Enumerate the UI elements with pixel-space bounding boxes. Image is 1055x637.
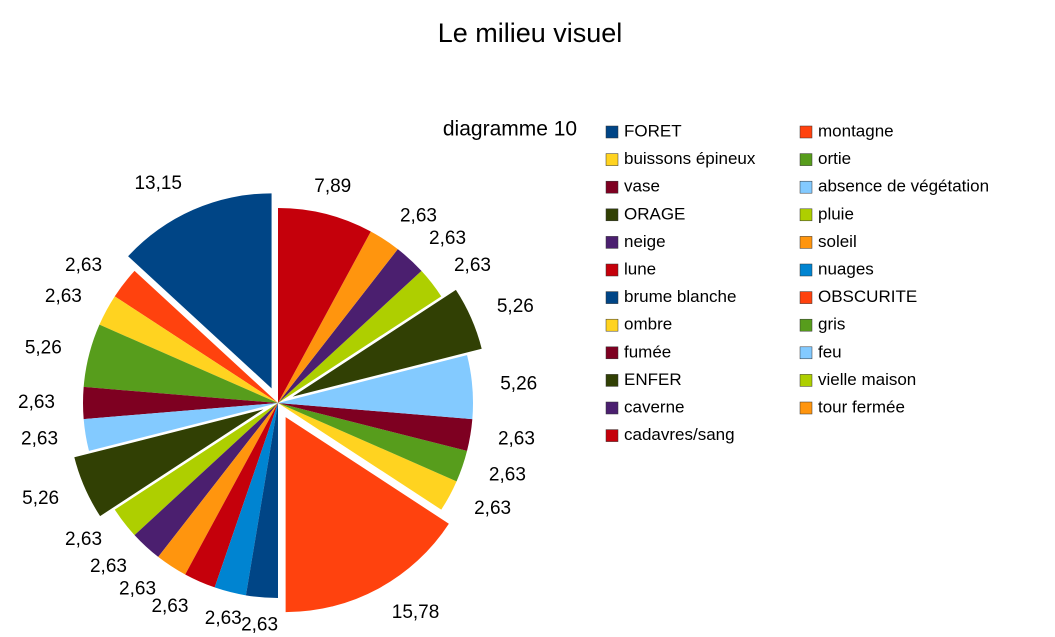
legend-label: vielle maison: [818, 370, 916, 389]
legend-label: ombre: [624, 315, 672, 334]
legend-label: ENFER: [624, 370, 682, 389]
legend-swatch: [605, 318, 619, 332]
legend-swatch: [799, 153, 813, 166]
data-label: 5,26: [497, 296, 534, 317]
pie-slice: [245, 403, 278, 598]
data-label: 2,63: [45, 286, 82, 307]
data-label: 15,78: [392, 602, 440, 623]
legend-label: ortie: [818, 149, 851, 168]
pie-slice: [278, 231, 398, 403]
legend-label: vase: [624, 177, 660, 196]
legend-label: absence de végétation: [818, 177, 989, 196]
legend-label: buissons épineux: [624, 149, 756, 168]
pie-slice: [128, 193, 272, 389]
data-label: 2,63: [474, 498, 511, 519]
legend-swatch: [605, 291, 619, 304]
legend-label: brume blanche: [624, 287, 736, 306]
legend-label: tour fermée: [818, 397, 905, 416]
legend-swatch: [605, 429, 619, 442]
legend-swatch: [605, 208, 619, 222]
legend-swatch: [799, 291, 813, 304]
data-label: 2,63: [241, 614, 278, 635]
pie-slice: [278, 403, 457, 510]
pie-slice: [83, 386, 278, 420]
data-label: 13,15: [134, 173, 182, 194]
legend-label: soleil: [818, 232, 857, 251]
pie-slice: [278, 403, 468, 482]
pie-slice: [83, 324, 279, 403]
pie-slice: [114, 403, 278, 536]
legend-swatch: [799, 208, 813, 222]
data-label: 5,26: [500, 374, 537, 395]
data-label: 2,63: [65, 255, 102, 276]
chart-title: Le milieu visuel: [438, 18, 623, 48]
legend-swatch: [799, 401, 813, 415]
data-label: 2,63: [90, 556, 127, 577]
data-label: 2,63: [18, 392, 55, 413]
legend-label: gris: [818, 315, 845, 334]
legend-label: FORET: [624, 121, 682, 140]
pie-slice: [278, 249, 422, 403]
pie-slice: [278, 208, 371, 403]
legend-swatch: [605, 236, 619, 249]
legend-label: ORAGE: [624, 204, 685, 223]
legend-swatch: [799, 374, 813, 387]
legend-swatch: [605, 346, 619, 360]
pie-slice: [292, 289, 482, 397]
legend-swatch: [605, 125, 619, 139]
data-label: 5,26: [22, 488, 59, 509]
legend-label: neige: [624, 232, 666, 251]
data-label: 2,63: [21, 429, 58, 450]
data-label: 5,26: [25, 337, 62, 358]
legend-label: OBSCURITE: [818, 287, 917, 306]
pie-slice: [158, 403, 278, 575]
legend-label: nuages: [818, 259, 874, 278]
data-label: 2,63: [454, 255, 491, 276]
legend-label: cadavres/sang: [624, 425, 735, 444]
pie-slice: [185, 403, 278, 588]
pie-slice: [278, 270, 442, 403]
data-label: 2,63: [65, 529, 102, 550]
pie-slice: [285, 417, 449, 613]
legend-swatch: [799, 180, 813, 194]
legend-label: caverne: [624, 397, 684, 416]
pie-slice: [214, 403, 278, 596]
data-label: 2,63: [205, 608, 242, 629]
data-label: 2,63: [489, 464, 526, 485]
legend-swatch: [799, 346, 813, 360]
pie-slice: [134, 403, 278, 557]
pie-slice: [83, 403, 279, 451]
legend-swatch: [799, 318, 813, 332]
legend-swatch: [799, 125, 813, 139]
legend-swatch: [605, 401, 619, 415]
legend-swatch: [799, 263, 813, 277]
data-label: 2,63: [429, 228, 466, 249]
pie-slice: [99, 296, 279, 403]
legend-label: fumée: [624, 342, 671, 361]
pie-slice: [278, 355, 473, 420]
chart-subtitle: diagramme 10: [443, 118, 577, 141]
pie-slice: [114, 270, 278, 403]
legend-label: pluie: [818, 204, 854, 223]
legend-label: feu: [818, 342, 842, 361]
data-label: 2,63: [400, 205, 437, 226]
legend-swatch: [605, 153, 619, 166]
legend-swatch: [605, 374, 619, 387]
legend-swatch: [799, 236, 813, 249]
data-label: 7,89: [314, 176, 351, 197]
legend-swatch: [605, 180, 619, 194]
legend-swatch: [605, 263, 619, 277]
legend-label: lune: [624, 259, 656, 278]
data-label: 2,63: [119, 579, 156, 600]
data-label: 2,63: [151, 596, 188, 617]
legend-label: montagne: [818, 121, 894, 140]
pie-slice: [74, 409, 264, 517]
pie-slice: [278, 403, 473, 451]
data-label: 2,63: [498, 429, 535, 450]
